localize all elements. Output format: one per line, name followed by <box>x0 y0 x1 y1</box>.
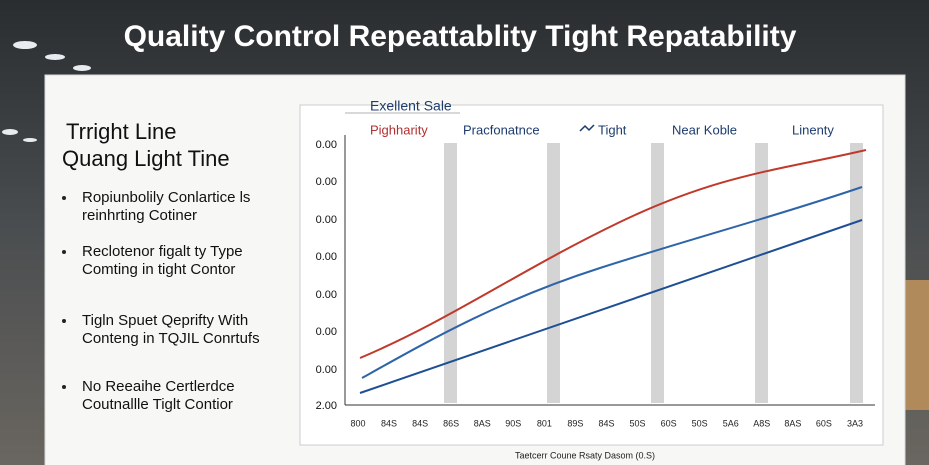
chart-panel <box>299 104 884 446</box>
x-label: 800 <box>350 418 365 428</box>
legend-entry: Pracfonatnce <box>463 122 540 137</box>
bullet-text: Reclotenor figalt ty Type <box>82 243 243 260</box>
x-axis-title: Taetcerr Coune Rsaty Dasom (0.S) <box>515 450 655 460</box>
legend-entry: Tight <box>598 122 627 137</box>
y-label: 0.00 <box>316 364 337 376</box>
bullet-dot <box>62 196 66 200</box>
x-label: 86S <box>443 418 459 428</box>
x-label: A8S <box>753 418 770 428</box>
x-label: 60S <box>816 418 832 428</box>
x-label: 60S <box>661 418 677 428</box>
y-label: 0.00 <box>316 139 337 151</box>
bullet-text: No Reeaihe Certlerdce <box>82 378 235 395</box>
bullet-text: Conteng in TQJIL Conrtufs <box>82 330 260 347</box>
bullet-dot <box>62 250 66 254</box>
x-label: 89S <box>567 418 583 428</box>
title: Quality Control Repeattablity Tight Repa… <box>124 20 797 53</box>
y-label: 0.00 <box>316 251 337 263</box>
x-label: 84S <box>381 418 397 428</box>
bullet-text: Tigln Spuet Qeprifty With <box>82 312 248 329</box>
y-label: 0.00 <box>316 289 337 301</box>
red-line <box>359 149 867 359</box>
x-label: 90S <box>505 418 521 428</box>
legend-icon <box>579 124 595 132</box>
x-label: 50S <box>692 418 708 428</box>
legend-entry: Near Koble <box>672 122 737 137</box>
bullet-text: Comting in tight Contor <box>82 261 235 278</box>
legend-entry: Linenty <box>792 122 834 137</box>
y-label: 2.00 <box>316 400 337 412</box>
heading-line: Quang Light Tine <box>62 146 230 171</box>
bullet-text: Coutnallle Tiglt Contior <box>82 396 233 413</box>
x-label: 84S <box>412 418 428 428</box>
heading-line: Trright Line <box>66 119 176 144</box>
x-label: 50S <box>630 418 646 428</box>
y-label: 0.00 <box>316 176 337 188</box>
x-label: 5A6 <box>723 418 739 428</box>
x-label: 8AS <box>474 418 491 428</box>
x-label: 84S <box>598 418 614 428</box>
legend-entry: Pighharity <box>370 122 428 137</box>
x-label: 8AS <box>784 418 801 428</box>
chart-subtitle: Exellent Sale <box>370 98 452 114</box>
column-bands <box>444 143 863 403</box>
crate <box>905 280 929 410</box>
y-label: 0.00 <box>316 214 337 226</box>
straight-line <box>359 219 863 394</box>
bullet-dot <box>62 319 66 323</box>
blue-line <box>361 186 863 379</box>
x-label: 3A3 <box>847 418 863 428</box>
ceiling-lights <box>2 41 91 142</box>
bullet-text: reinhrting Cotiner <box>82 207 197 224</box>
x-label: 801 <box>537 418 552 428</box>
y-label: 0.00 <box>316 326 337 338</box>
bullet-dot <box>62 385 66 389</box>
bullet-text: Ropiunbolily Conlartice ls <box>82 189 250 206</box>
